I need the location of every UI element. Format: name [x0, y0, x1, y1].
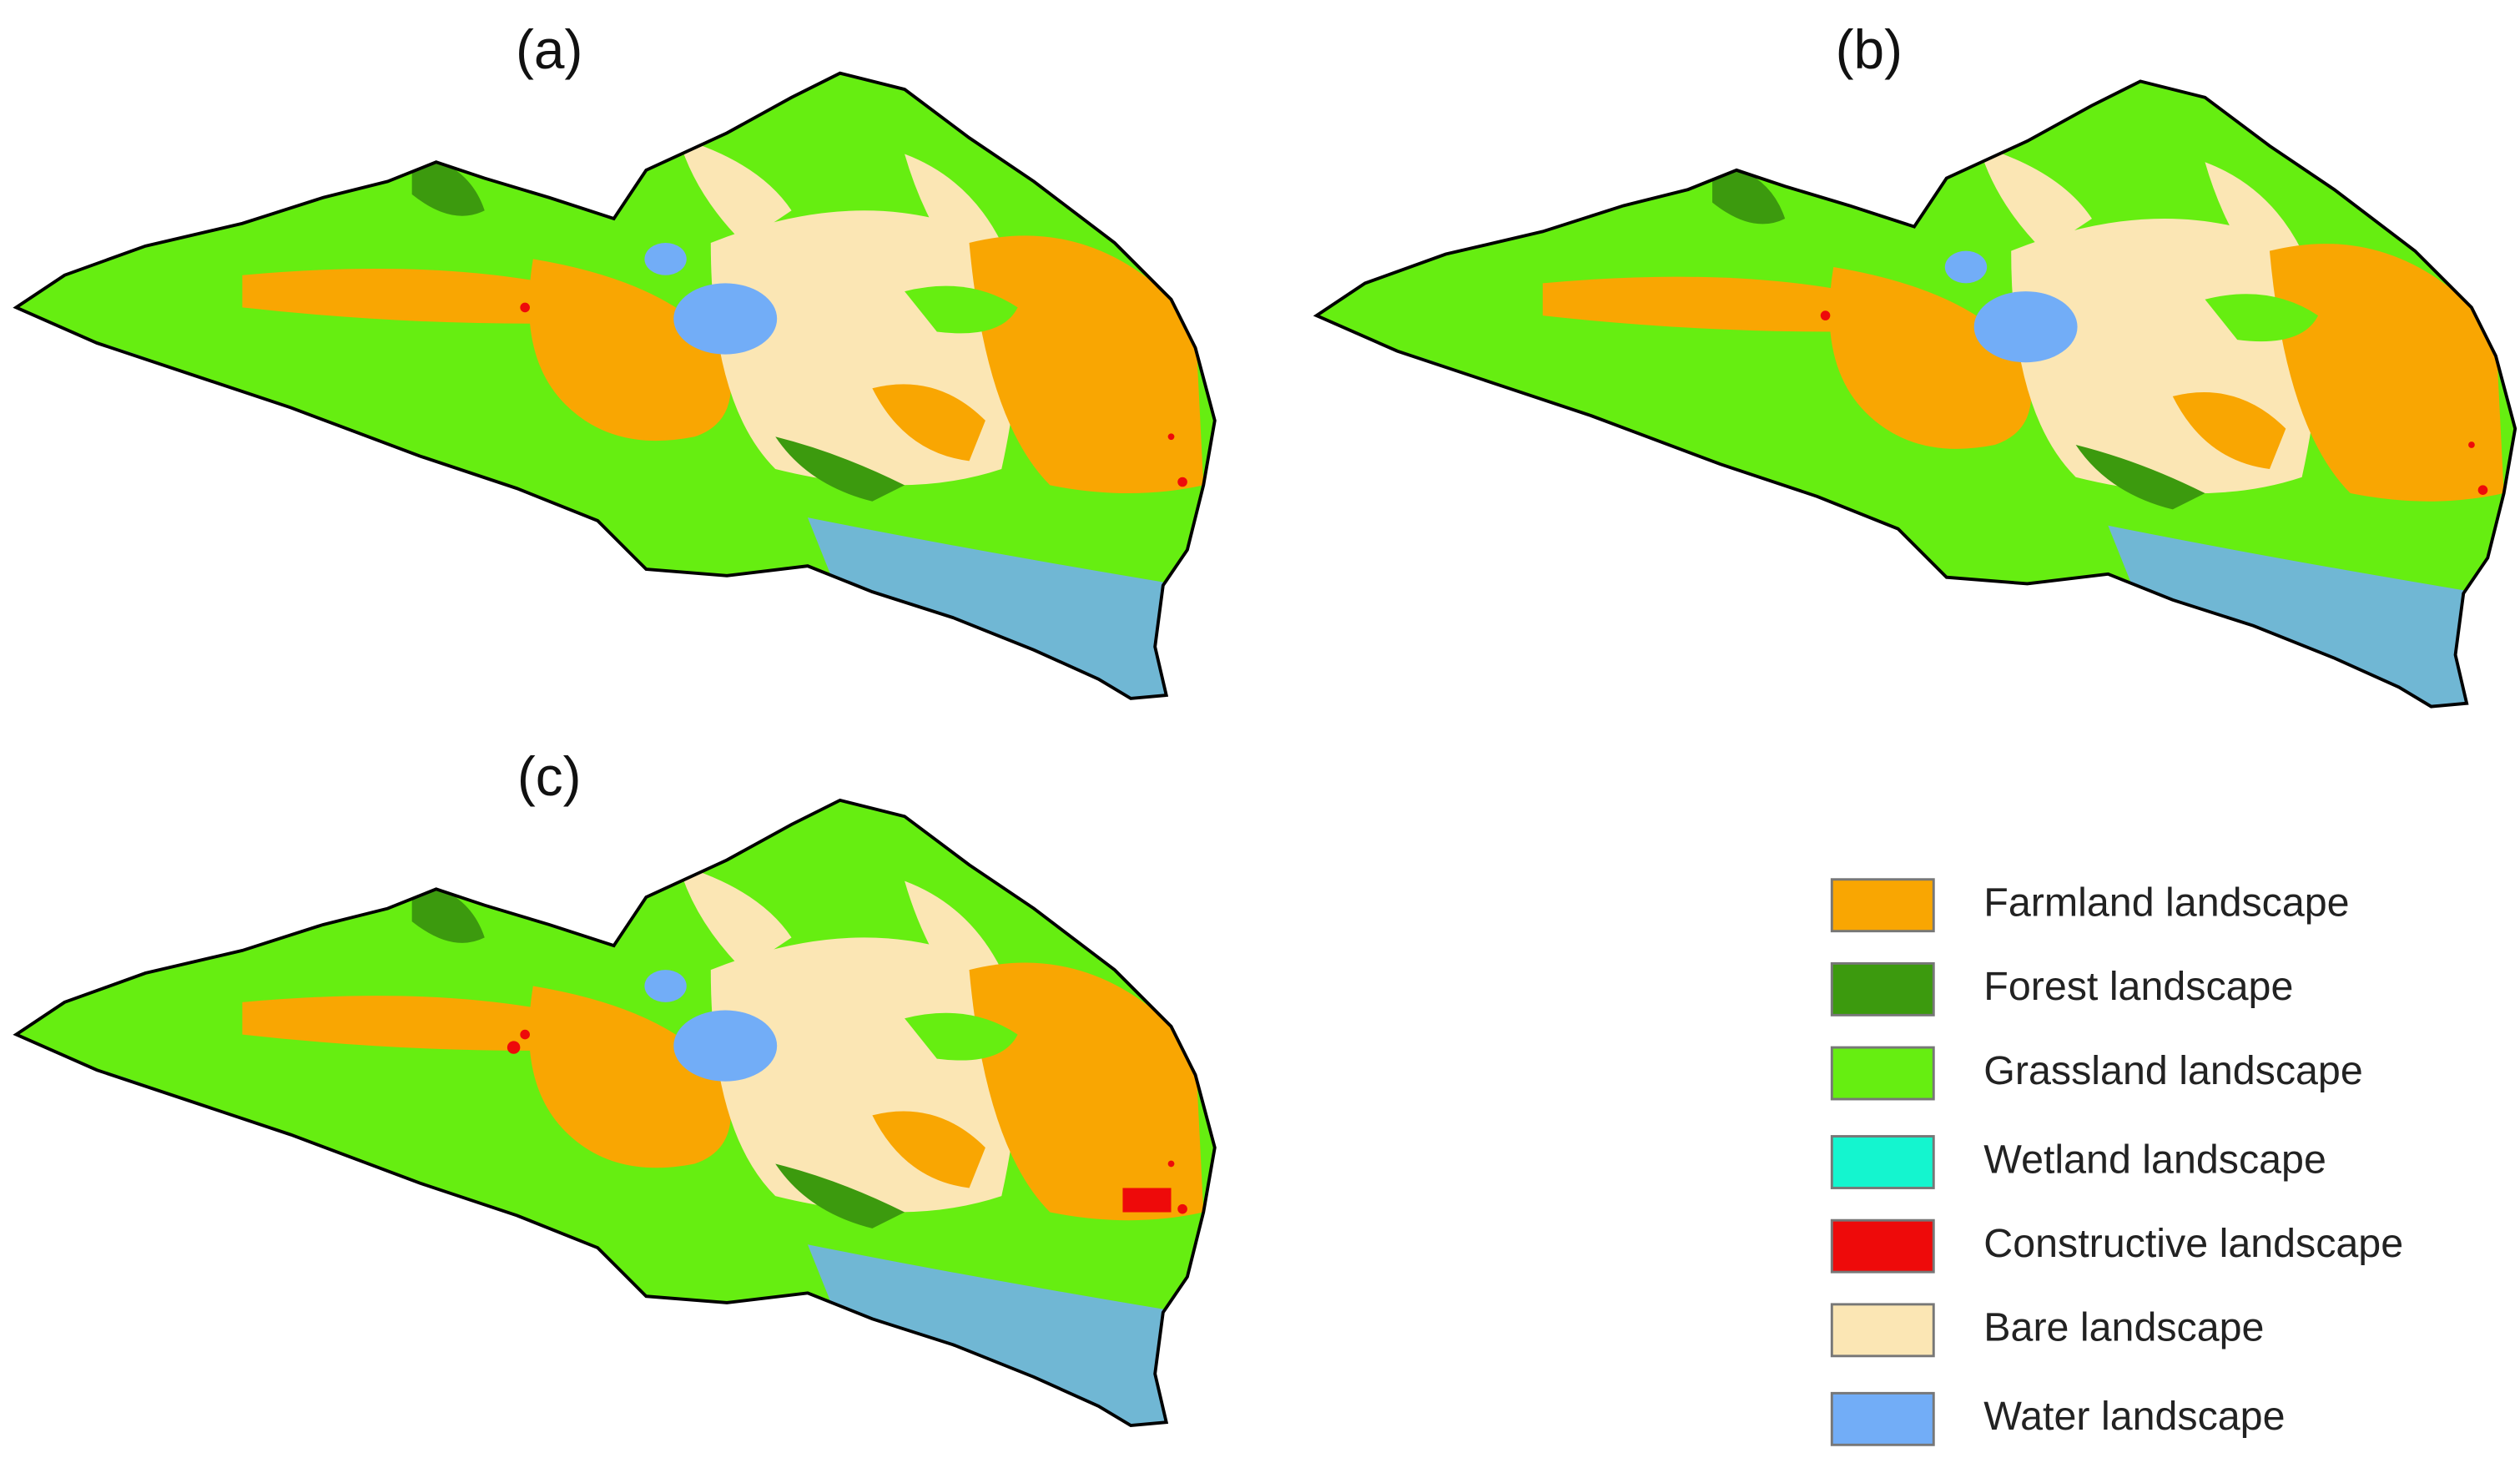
- legend-label: Constructive landscape: [1983, 1221, 2403, 1266]
- legend-label: Farmland landscape: [1983, 880, 2349, 925]
- legend-swatch: [1830, 1218, 1935, 1274]
- legend-label: Wetland landscape: [1983, 1137, 2326, 1182]
- legend-label: Bare landscape: [1983, 1305, 2264, 1350]
- legend-swatch: [1830, 1135, 1935, 1189]
- map-a: [0, 49, 1244, 728]
- legend-swatch: [1830, 878, 1935, 933]
- legend: Farmland landscape Forest landscape Grassl…: [1830, 878, 2403, 1446]
- map-c: [0, 776, 1244, 1455]
- map-b: [1300, 57, 2520, 735]
- map-c-construction: [507, 1041, 1172, 1213]
- legend-swatch: [1830, 961, 1935, 1017]
- panel-label: (a): [516, 18, 582, 80]
- legend-swatch: [1830, 1046, 1935, 1101]
- panel-label: (c): [517, 745, 582, 807]
- panel-label: (b): [1836, 18, 1903, 80]
- legend-label: Water landscape: [1983, 1394, 2285, 1439]
- legend-swatch: [1830, 1391, 1935, 1446]
- legend-swatch: [1830, 1303, 1935, 1358]
- legend-label: Forest landscape: [1983, 964, 2293, 1009]
- legend-label: Grassland landscape: [1983, 1048, 2362, 1093]
